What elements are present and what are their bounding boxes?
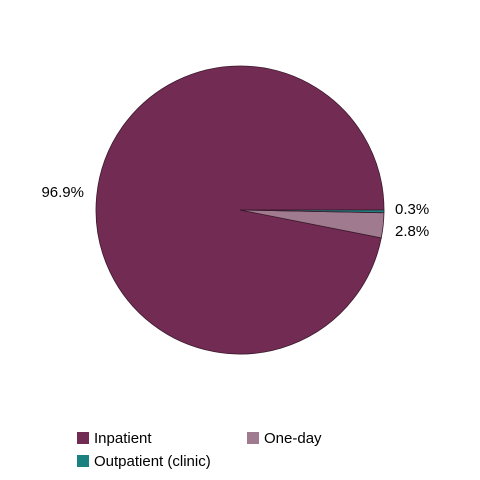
legend-label: Inpatient	[94, 430, 152, 447]
data-label: 96.9%	[41, 184, 84, 201]
legend-label: One-day	[264, 430, 322, 447]
legend-swatch	[247, 432, 259, 444]
legend-swatch	[77, 432, 89, 444]
legend-swatch	[77, 455, 89, 467]
data-label: 2.8%	[395, 223, 429, 240]
data-label: 0.3%	[395, 201, 429, 218]
pie-slice	[239, 209, 385, 214]
legend-label: Outpatient (clinic)	[94, 453, 211, 470]
